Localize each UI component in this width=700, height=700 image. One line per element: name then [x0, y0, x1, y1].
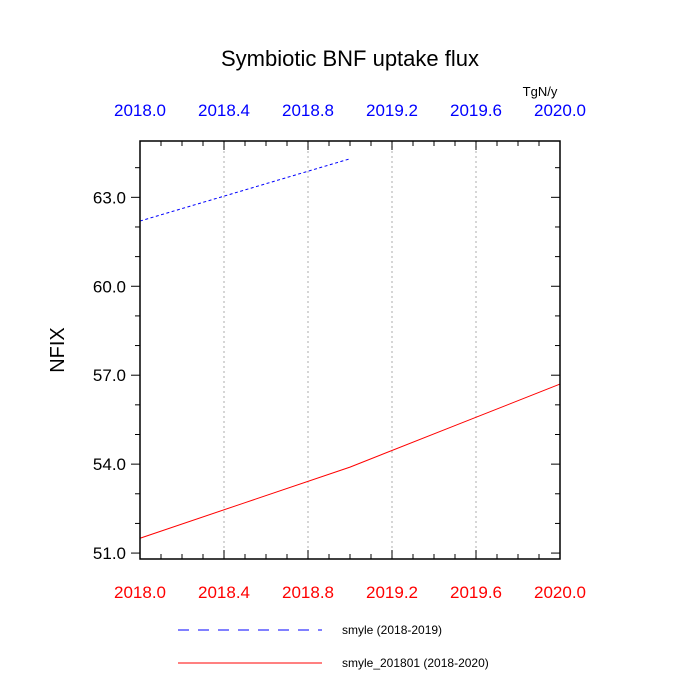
chart-title: Symbiotic BNF uptake flux — [221, 46, 479, 71]
y-tick-label: 63.0 — [93, 188, 126, 207]
units-label: TgN/y — [523, 84, 558, 99]
tick-marks — [131, 141, 561, 559]
tick-labels: 51.0 54.0 57.0 60.0 63.0 2018.0 2018.4 2018.8 20… — [93, 101, 586, 602]
x-tick-label-top: 2018.8 — [282, 101, 334, 120]
series-lines — [139, 158, 561, 539]
plot-frame — [139, 140, 561, 560]
x-tick-label-bottom: 2018.4 — [198, 583, 250, 602]
legend-label-smyle: smyle (2018-2019) — [342, 623, 442, 637]
series-line-smyle — [139, 158, 351, 222]
series-line-smyle-201801 — [139, 383, 561, 539]
x-tick-label-top: 2018.0 — [114, 101, 166, 120]
y-tick-label: 51.0 — [93, 544, 126, 563]
x-tick-label-bottom: 2019.6 — [450, 583, 502, 602]
y-tick-label: 60.0 — [93, 277, 126, 296]
x-tick-label-bottom: 2018.0 — [114, 583, 166, 602]
x-tick-label-bottom: 2020.0 — [534, 583, 586, 602]
x-tick-label-bottom: 2018.8 — [282, 583, 334, 602]
legend: smyle (2018-2019) smyle_201801 (2018-202… — [178, 623, 489, 670]
legend-label-smyle-201801: smyle_201801 (2018-2020) — [342, 656, 489, 670]
y-tick-label: 57.0 — [93, 366, 126, 385]
x-tick-label-top: 2018.4 — [198, 101, 250, 120]
gridlines — [223, 141, 477, 559]
y-tick-label: 54.0 — [93, 455, 126, 474]
x-tick-label-bottom: 2019.2 — [366, 583, 418, 602]
x-tick-label-top: 2019.6 — [450, 101, 502, 120]
y-axis-label: NFIX — [47, 327, 69, 373]
x-tick-label-top: 2019.2 — [366, 101, 418, 120]
x-tick-label-top: 2020.0 — [534, 101, 586, 120]
